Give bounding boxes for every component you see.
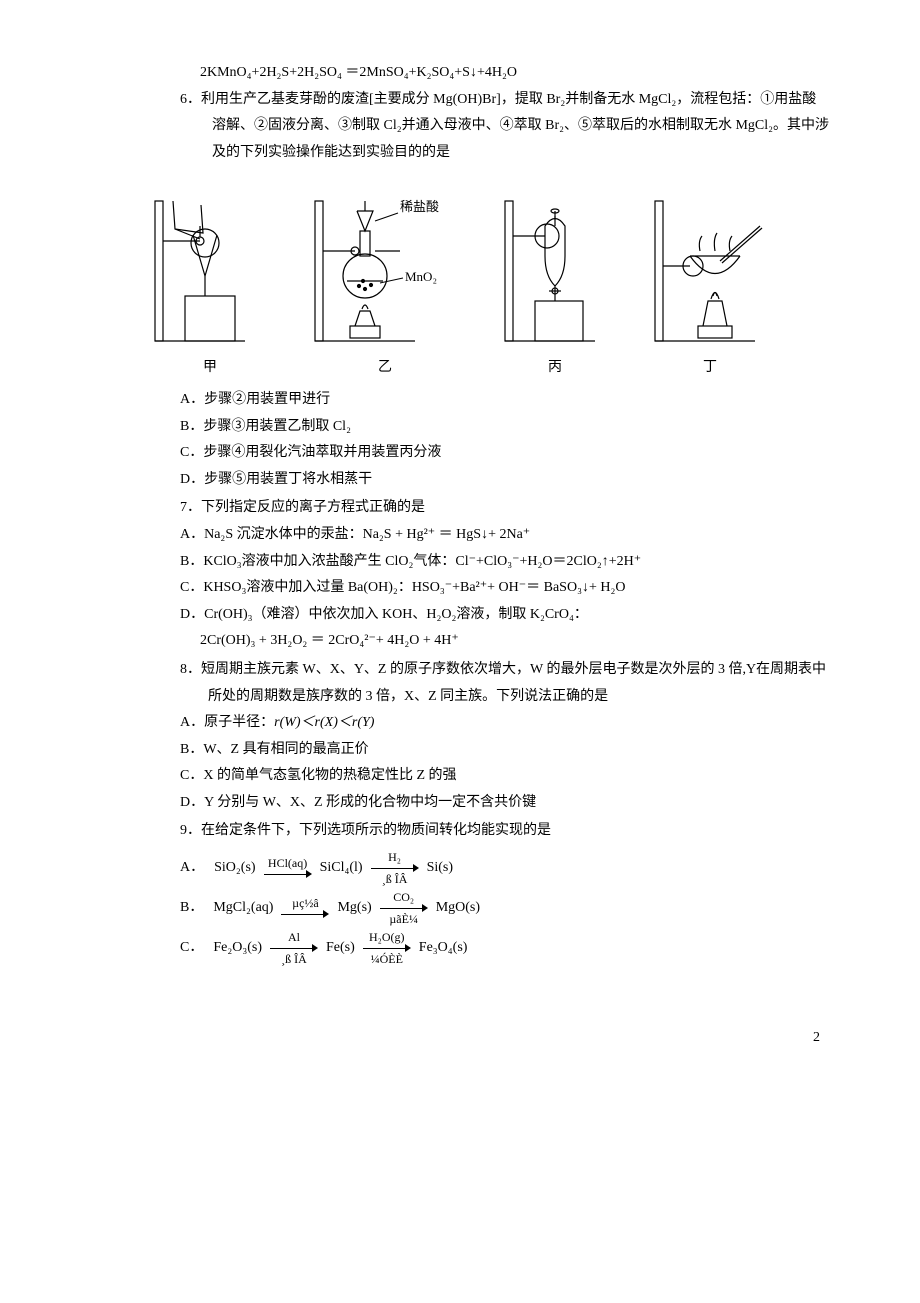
q9-c-s2: Fe(s) bbox=[326, 940, 355, 957]
q7-opt-d: D．Cr(OH)₃（难溶）中依次加入 KOH、H₂O₂溶液，制取 K₂CrO₄： bbox=[180, 602, 830, 629]
equation-line: 2KMnO₄+2H₂S+2H₂SO₄ ＝2MnSO₄+K₂SO₄+S↓+4H₂O bbox=[200, 60, 830, 87]
q8-text: 短周期主族元素 W、X、Y、Z 的原子序数依次增大，W 的最外层电子数是次外层的… bbox=[201, 662, 826, 704]
q8-opt-c: C．X 的简单气态氢化物的热稳定性比 Z 的强 bbox=[180, 763, 830, 790]
q9-b-s1: MgCl₂(aq) bbox=[213, 900, 273, 917]
q8-a-ital: r(W)＜r(X)＜r(Y) bbox=[274, 715, 374, 730]
arrow-icon: µç½â bbox=[281, 897, 329, 919]
q6-stem: 6．利用生产乙基麦芽酚的废渣[主要成分 Mg(OH)Br]，提取 Br₂并制备无… bbox=[212, 87, 830, 167]
q9-c-s3: Fe₃O₄(s) bbox=[419, 940, 468, 957]
label-yi: 乙 bbox=[378, 355, 392, 382]
question-7: 7．下列指定反应的离子方程式正确的是 A．Na₂S 沉淀水体中的汞盐：Na₂S … bbox=[90, 495, 830, 655]
q6-opt-b: B．步骤③用装置乙制取 Cl₂ bbox=[180, 414, 830, 441]
q7-text: 下列指定反应的离子方程式正确的是 bbox=[201, 500, 425, 515]
q8-opt-d: D．Y 分别与 W、X、Z 形成的化合物中均一定不含共价键 bbox=[180, 790, 830, 817]
page-number: 2 bbox=[90, 1025, 830, 1052]
diagram-bing: 丙 bbox=[495, 181, 615, 382]
annot-acid: 稀盐酸 bbox=[400, 199, 439, 214]
q9-text: 在给定条件下，下列选项所示的物质间转化均能实现的是 bbox=[201, 823, 551, 838]
q9-a-s1: SiO₂(s) bbox=[214, 860, 255, 877]
q9-opt-b: B． MgCl₂(aq) µç½â Mg(s) CO₂ µãÈ¼ MgO(s) bbox=[180, 891, 830, 925]
arrow-icon: Al ¸ß ÎÂ bbox=[270, 931, 318, 965]
q7-opt-b: B．KClO₃溶液中加入浓盐酸产生 ClO₂气体：Cl⁻+ClO₃⁻+H₂O＝2… bbox=[180, 549, 830, 576]
q9-opt-c: C． Fe₂O₃(s) Al ¸ß ÎÂ Fe(s) H₂O(g) ¼ÓÈÈ F… bbox=[180, 931, 830, 965]
q9-a-s2: SiCl₄(l) bbox=[320, 860, 363, 877]
question-8: 8．短周期主族元素 W、X、Y、Z 的原子序数依次增大，W 的最外层电子数是次外… bbox=[90, 657, 830, 817]
q8-a-pre: A．原子半径： bbox=[180, 715, 274, 730]
q7-opt-c: C．KHSO₃溶液中加入过量 Ba(OH)₂：HSO₃⁻+Ba²⁺+ OH⁻＝ … bbox=[180, 575, 830, 602]
diagram-yi: 稀盐酸 MnO₂ 乙 bbox=[305, 181, 465, 382]
label-jia: 甲 bbox=[203, 355, 217, 382]
q8-opt-a: A．原子半径：r(W)＜r(X)＜r(Y) bbox=[180, 710, 830, 737]
q9-a-label: A． bbox=[180, 860, 204, 877]
q9-num: 9． bbox=[180, 823, 201, 838]
diagram-jia: 甲 bbox=[145, 181, 275, 382]
arrow-icon: H₂ ¸ß ÎÂ bbox=[371, 851, 419, 885]
arrow-icon: H₂O(g) ¼ÓÈÈ bbox=[363, 931, 411, 965]
q6-num: 6． bbox=[180, 92, 201, 107]
arrow-icon: CO₂ µãÈ¼ bbox=[380, 891, 428, 925]
q8-num: 8． bbox=[180, 662, 201, 677]
q7-stem: 7．下列指定反应的离子方程式正确的是 bbox=[208, 495, 830, 522]
q6-opt-a: A．步骤②用装置甲进行 bbox=[180, 387, 830, 414]
q9-c-label: C． bbox=[180, 940, 203, 957]
q9-b-s2: Mg(s) bbox=[337, 900, 371, 917]
arrow-icon: HCl(aq) bbox=[264, 857, 312, 879]
q6-diagrams: 甲 bbox=[130, 181, 790, 382]
label-bing: 丙 bbox=[548, 355, 562, 382]
q6-opt-c: C．步骤④用裂化汽油萃取并用装置丙分液 bbox=[180, 440, 830, 467]
q8-stem: 8．短周期主族元素 W、X、Y、Z 的原子序数依次增大，W 的最外层电子数是次外… bbox=[208, 657, 830, 710]
diagram-ding: 丁 bbox=[645, 181, 775, 382]
equation-text: 2KMnO₄+2H₂S+2H₂SO₄ ＝2MnSO₄+K₂SO₄+S↓+4H₂O bbox=[200, 65, 517, 80]
q9-opt-a: A． SiO₂(s) HCl(aq) SiCl₄(l) H₂ ¸ß ÎÂ Si(… bbox=[180, 851, 830, 885]
q9-b-s3: MgO(s) bbox=[436, 900, 480, 917]
apparatus-sep-funnel-icon bbox=[495, 181, 615, 351]
q9-c-s1: Fe₂O₃(s) bbox=[213, 940, 262, 957]
q8-opt-b: B．W、Z 具有相同的最高正价 bbox=[180, 737, 830, 764]
q7-opt-d2: 2Cr(OH)₃ + 3H₂O₂ ＝ 2CrO₄²⁻+ 4H₂O + 4H⁺ bbox=[200, 628, 830, 655]
q6-opt-d: D．步骤⑤用装置丁将水相蒸干 bbox=[180, 467, 830, 494]
q9-b-label: B． bbox=[180, 900, 203, 917]
annot-mno2: MnO₂ bbox=[405, 269, 437, 284]
question-9: 9．在给定条件下，下列选项所示的物质间转化均能实现的是 A． SiO₂(s) H… bbox=[90, 818, 830, 965]
apparatus-evap-icon bbox=[645, 181, 775, 351]
label-ding: 丁 bbox=[703, 355, 717, 382]
q6-text: 利用生产乙基麦芽酚的废渣[主要成分 Mg(OH)Br]，提取 Br₂并制备无水 … bbox=[201, 92, 829, 160]
q7-num: 7． bbox=[180, 500, 201, 515]
apparatus-filtration-icon bbox=[145, 181, 275, 351]
q7-opt-a: A．Na₂S 沉淀水体中的汞盐：Na₂S + Hg²⁺ ＝ HgS↓+ 2Na⁺ bbox=[180, 522, 830, 549]
question-6: 6．利用生产乙基麦芽酚的废渣[主要成分 Mg(OH)Br]，提取 Br₂并制备无… bbox=[90, 87, 830, 494]
q9-a-s3: Si(s) bbox=[427, 860, 453, 877]
q9-stem: 9．在给定条件下，下列选项所示的物质间转化均能实现的是 bbox=[208, 818, 830, 845]
apparatus-gas-gen-icon: 稀盐酸 MnO₂ bbox=[305, 181, 465, 351]
